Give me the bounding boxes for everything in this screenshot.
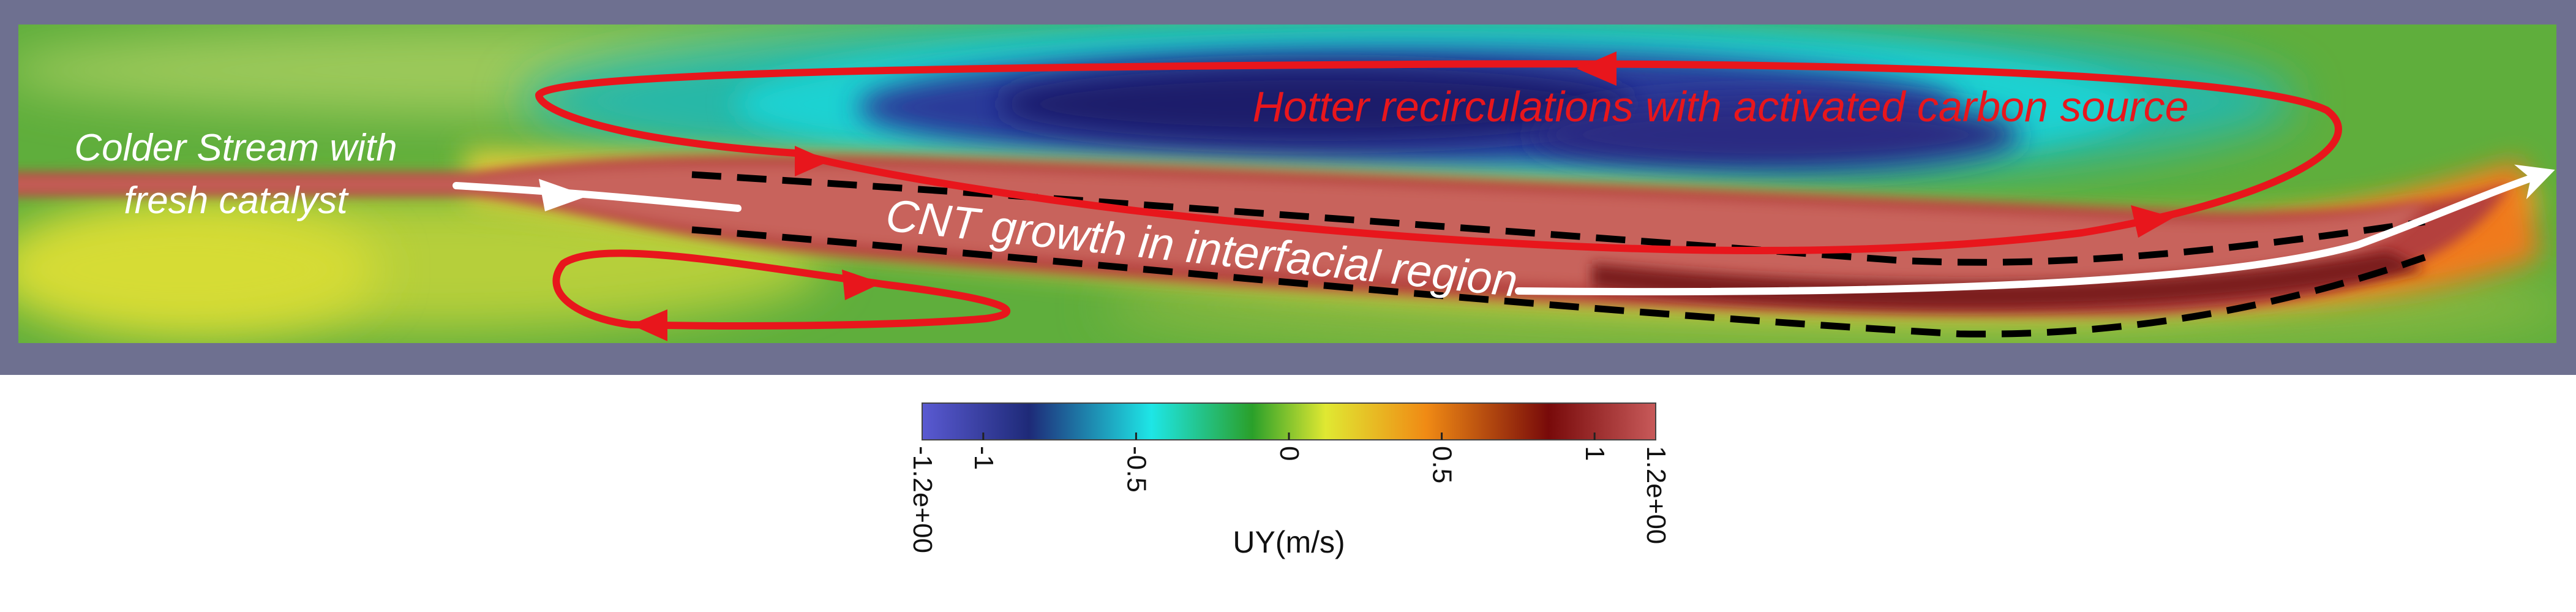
recirculation-arrows — [631, 51, 2174, 341]
colorbar-tick-label-3: 0.5 — [1427, 446, 1457, 483]
colorbar-title: UY(m/s) — [1233, 525, 1345, 559]
arrow-head-lower-right — [842, 270, 882, 300]
arrow-head-right — [2131, 205, 2174, 238]
annotation-inlet-line2: fresh catalyst — [124, 179, 349, 222]
colorbar-tick-label-0: -1 — [969, 446, 999, 470]
arrow-head-top — [1577, 51, 1617, 86]
inlet-arrow-head — [539, 179, 588, 211]
inlet-flow-arrow — [452, 182, 742, 212]
colorbar-tick-label-4: 1 — [1580, 446, 1610, 461]
annotation-inlet-line1: Colder Stream with — [74, 127, 397, 169]
colorbar-max-label: 1.2e+00 — [1641, 446, 1671, 544]
arrow-head-inner — [795, 146, 830, 176]
colorbar-tick-label-2: 0 — [1274, 446, 1304, 461]
colorbar-tick-label-1: -0.5 — [1121, 446, 1151, 493]
colorbar-min-label: -1.2e+00 — [907, 446, 937, 553]
flow-arrows — [452, 164, 2555, 296]
arrow-head-lower-left — [631, 309, 667, 341]
annotation-recirculation: Hotter recirculations with activated car… — [1252, 83, 2188, 130]
lower-recirculation-loop — [552, 249, 1011, 330]
interface-dashed-lower — [691, 226, 2426, 338]
growth-flow-arrow — [1515, 164, 2555, 296]
colorbar: -1 -0.5 0 0.5 1 -1.2e+00 1.2e+00 UY(m/s) — [907, 402, 1671, 559]
recirculation-loops — [535, 60, 2342, 330]
upper-recirculation-loop — [535, 60, 2342, 254]
colorbar-ticks: -1 -0.5 0 0.5 1 — [969, 433, 1610, 493]
